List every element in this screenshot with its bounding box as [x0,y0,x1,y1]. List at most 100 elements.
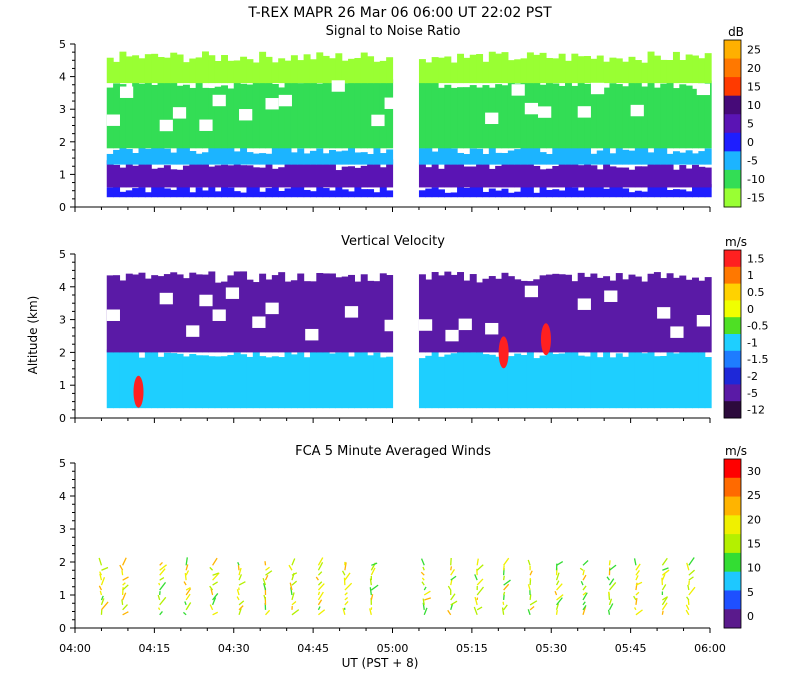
heatmap-cell [233,60,241,84]
heatmap-cell [533,358,541,409]
heatmap-cell [438,57,445,84]
heatmap-cell [698,350,706,409]
wind-barb [238,567,242,576]
heatmap-cell [615,58,623,84]
heatmap-cell [335,186,343,198]
heatmap-cell [170,52,178,84]
heatmap-cell [482,153,490,165]
heatmap-cell [309,160,317,188]
wind-barb [608,603,614,611]
heatmap-cell [348,58,355,84]
heatmap-cell [539,355,547,409]
heatmap-cell [463,280,471,353]
heatmap-cell [290,55,298,84]
heatmap-cell [119,167,127,188]
heatmap-cell [520,164,528,188]
wind-barb [556,594,564,601]
heatmap-cell [125,273,133,353]
wind-barb [661,584,667,591]
colorbar-swatch [724,317,741,335]
heatmap-cell [603,147,611,165]
heatmap-cell [666,164,674,188]
wind-barb [423,590,431,596]
heatmap-cell [571,281,579,353]
wind-barb [210,588,214,596]
updraft-cell [540,323,551,356]
heatmap-cell [660,163,668,188]
heatmap-cell [444,146,452,165]
wind-barb [582,601,586,606]
wind-barb [661,557,668,566]
wind-barb [474,574,478,581]
wind-barb [661,569,670,576]
wind-barb [317,599,323,606]
heatmap-cell [233,81,241,149]
heatmap-cell [476,54,484,84]
wind-barb [184,572,187,581]
missing-data [670,326,684,338]
heatmap-cell [596,169,604,188]
heatmap-cell [132,188,140,198]
heatmap-cell [520,355,528,409]
heatmap-cell [144,162,152,188]
wind-barb [212,572,219,576]
heatmap-cell [692,55,699,84]
wind-profile [501,557,511,615]
heatmap-cell [507,60,515,84]
heatmap-cell [634,60,642,84]
heatmap-cell [603,348,611,409]
heatmap-cell [476,87,484,149]
heatmap-cell [367,162,375,188]
heatmap-cell [698,151,706,165]
heatmap-cell [151,53,159,84]
heatmap-cell [271,356,279,409]
heatmap-cell [367,82,375,149]
heatmap-cell [246,356,254,409]
heatmap-cell [119,280,127,353]
heatmap-cell [341,350,349,409]
wind-barb [450,593,456,601]
heatmap-cell [622,356,630,409]
heatmap-cell [704,167,712,188]
heatmap-cell [482,191,490,198]
heatmap-cell [303,54,311,84]
heatmap-cell [132,274,140,353]
heatmap-cell [672,51,680,84]
heatmap-cell [622,61,630,84]
heatmap-cell [322,163,330,188]
heatmap-cell [596,78,604,149]
wind-barb [422,566,425,571]
heatmap-cell [704,357,712,409]
wind-barb [635,609,643,616]
heatmap-cell [647,152,655,165]
heatmap-cell [672,353,680,409]
wind-barb [503,591,506,596]
heatmap-cell [252,82,260,149]
wind-barb [582,569,585,576]
wind-barb [686,596,690,601]
colorbar-label: 25 [747,489,761,502]
heatmap-cell [488,146,496,165]
wind-barb [555,609,558,615]
heatmap-cell [322,273,330,353]
heatmap-cell [341,83,349,149]
heatmap-cell [698,58,706,84]
heatmap-cell [221,164,228,188]
heatmap-cell [501,85,509,149]
wind-barb [688,557,695,566]
heatmap-cell [514,59,522,84]
heatmap-cell [170,152,178,165]
heatmap-cell [208,271,216,353]
wind-barb [263,583,267,591]
heatmap-cell [373,352,381,409]
heatmap-cell [119,191,127,198]
heatmap-cell [138,83,146,149]
wind-barb [158,582,161,586]
missing-data [458,318,472,331]
heatmap-cell [290,152,298,165]
heatmap-cell [539,275,547,353]
heatmap-cell [290,81,298,149]
wind-profile [157,561,167,616]
y-tick-label: 5 [59,457,66,470]
missing-data [524,285,539,298]
